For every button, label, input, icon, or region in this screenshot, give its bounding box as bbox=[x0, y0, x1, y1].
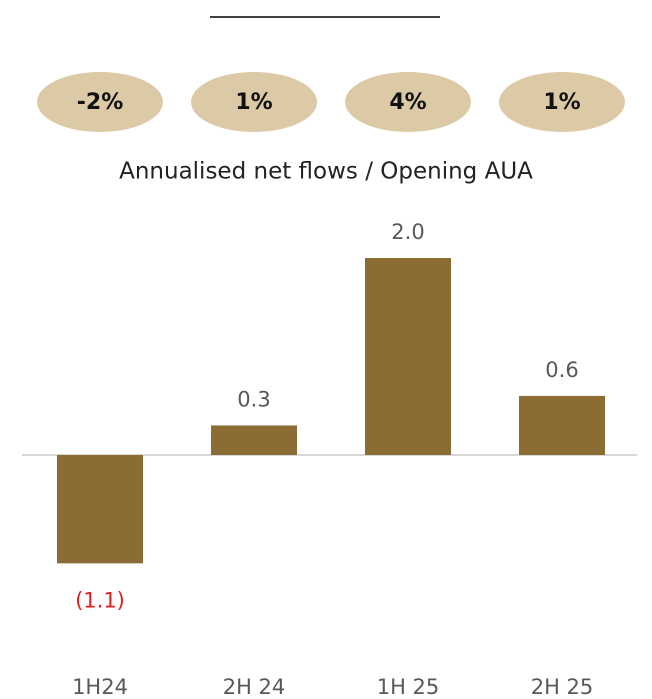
value-label: (1.1) bbox=[75, 588, 125, 612]
pill bbox=[345, 72, 471, 132]
pill-label: 1% bbox=[543, 90, 580, 115]
bar bbox=[365, 258, 451, 455]
value-label: 0.3 bbox=[237, 387, 270, 411]
x-tick-label: 1H24 bbox=[72, 675, 128, 699]
value-label: 0.6 bbox=[545, 358, 578, 382]
pill-label: 4% bbox=[389, 90, 426, 115]
pill bbox=[191, 72, 317, 132]
pill-label: 1% bbox=[235, 90, 272, 115]
pill-label: -2% bbox=[77, 90, 123, 115]
bar bbox=[211, 425, 297, 455]
value-label: 2.0 bbox=[391, 220, 424, 244]
chart-subtitle: Annualised net flows / Opening AUA bbox=[119, 159, 533, 185]
x-tick-label: 1H 25 bbox=[377, 675, 440, 699]
x-tick-label: 2H 25 bbox=[531, 675, 594, 699]
x-tick-label: 2H 24 bbox=[223, 675, 286, 699]
bar bbox=[57, 455, 143, 564]
pill bbox=[37, 72, 163, 132]
bar bbox=[519, 395, 605, 455]
pill bbox=[499, 72, 625, 132]
